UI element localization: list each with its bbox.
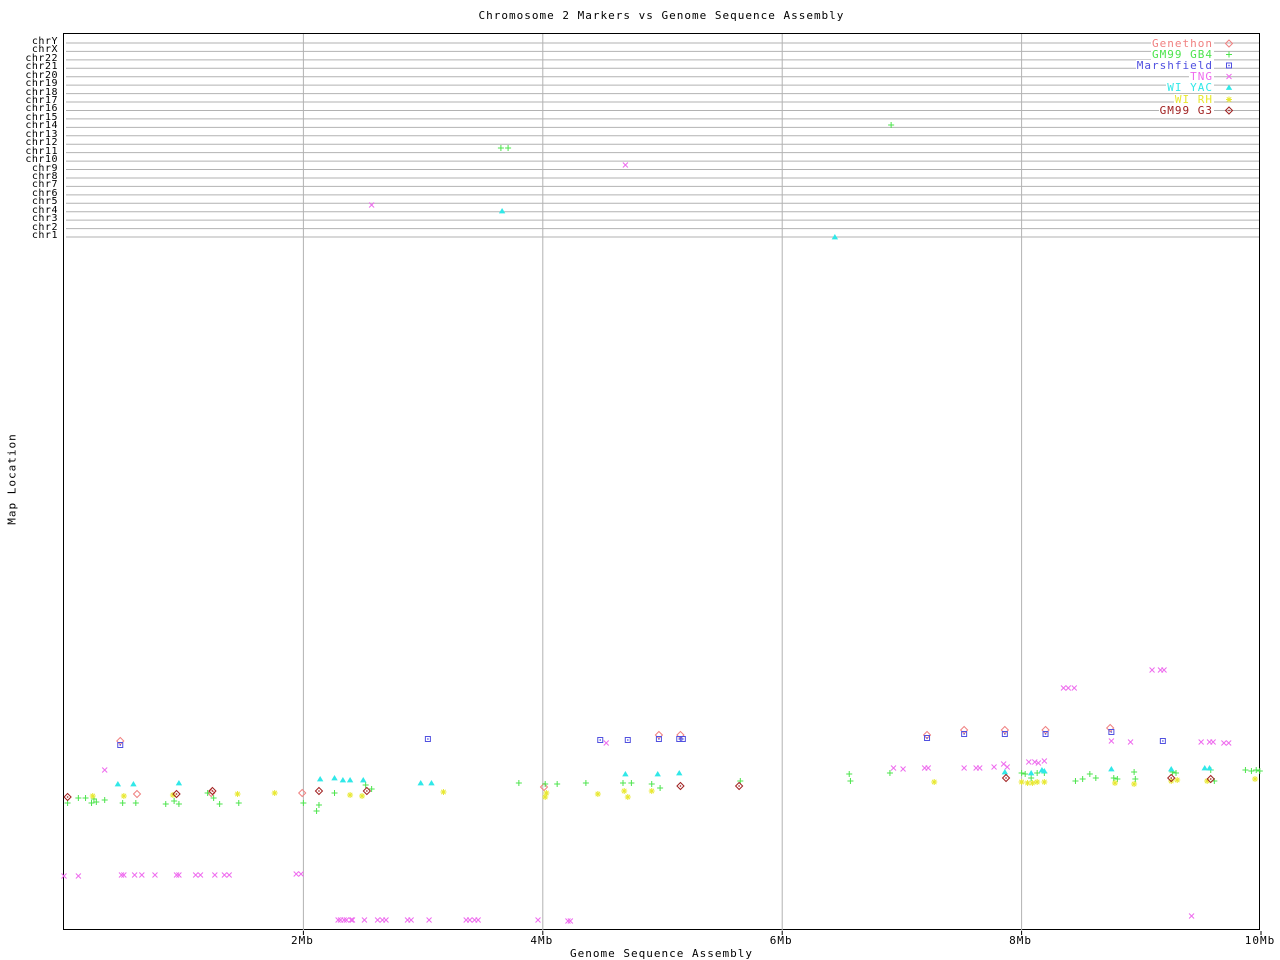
y-tick-chr15: chr15 bbox=[25, 111, 58, 123]
y-tick-chr21: chr21 bbox=[25, 61, 58, 73]
series-gm99-gb4 bbox=[64, 122, 1263, 814]
x-tick-4Mb: 4Mb bbox=[530, 934, 554, 947]
legend-label: GM99 GB4 bbox=[1151, 47, 1214, 61]
plot-area: Genethon GM99 GB4 Marshfield TNG WI YAC WI RH… bbox=[61, 33, 1263, 935]
legend-item-gm99-g3: GM99 G3 bbox=[1158, 103, 1237, 117]
legend-item-wi-yac: WI YAC bbox=[1166, 81, 1237, 95]
y-tick-chr18: chr18 bbox=[25, 86, 58, 98]
legend-marker-diamond-open-icon bbox=[1224, 38, 1234, 48]
y-tick-chr2: chr2 bbox=[31, 221, 58, 233]
y-tick-chr5: chr5 bbox=[31, 196, 58, 208]
y-tick-chr8: chr8 bbox=[31, 170, 58, 182]
y-tick-chr1: chr1 bbox=[31, 230, 58, 241]
plot-points-svg bbox=[61, 34, 1263, 935]
y-tick-chr13: chr13 bbox=[25, 128, 58, 140]
y-tick-chr22: chr22 bbox=[25, 52, 58, 64]
y-tick-chr3: chr3 bbox=[31, 213, 58, 225]
y-tick-chr6: chr6 bbox=[31, 187, 58, 199]
legend-marker-plus-icon bbox=[1226, 51, 1232, 58]
y-tick-chr16: chr16 bbox=[25, 103, 58, 115]
legend-label: Marshfield bbox=[1135, 58, 1214, 72]
x-tick-8Mb: 8Mb bbox=[1009, 934, 1033, 947]
y-tick-chr11: chr11 bbox=[25, 145, 58, 157]
y-tick-chrX: chrX bbox=[31, 44, 58, 56]
legend-label: GM99 G3 bbox=[1158, 103, 1214, 117]
series-genethon bbox=[116, 723, 1115, 799]
legend-item-marshfield: Marshfield bbox=[1135, 58, 1237, 72]
legend-marker-square-dot-icon bbox=[1226, 62, 1232, 69]
legend-marker-cross-icon bbox=[1226, 73, 1232, 80]
chart-title: Chromosome 2 Markers vs Genome Sequence … bbox=[478, 9, 845, 22]
y-tick-chr10: chr10 bbox=[25, 154, 58, 166]
x-tick-6Mb: 6Mb bbox=[769, 934, 793, 947]
x-axis-title: Genome Sequence Assembly bbox=[570, 947, 753, 960]
x-tick-2Mb: 2Mb bbox=[290, 934, 314, 947]
legend-item-wi-rh: WI RH bbox=[1173, 92, 1237, 106]
legend-item-tng: TNG bbox=[1189, 70, 1237, 84]
y-tick-chr9: chr9 bbox=[31, 162, 58, 174]
legend-marker-triangle-icon bbox=[1225, 84, 1233, 91]
legend-label: Genethon bbox=[1151, 36, 1214, 50]
series-wi-yac bbox=[114, 208, 1213, 787]
y-tick-chr12: chr12 bbox=[25, 137, 58, 149]
x-tick-10Mb: 10Mb bbox=[1244, 934, 1276, 947]
series-tng bbox=[61, 162, 1232, 924]
series-wi-rh bbox=[89, 776, 1259, 800]
y-tick-chr19: chr19 bbox=[25, 78, 58, 90]
y-tick-chr17: chr17 bbox=[25, 95, 58, 107]
y-tick-chrY: chrY bbox=[31, 36, 58, 47]
y-tick-chr14: chr14 bbox=[25, 120, 58, 132]
y-tick-chr4: chr4 bbox=[31, 204, 58, 216]
y-axis-title: Map Location bbox=[5, 433, 19, 525]
series-marshfield bbox=[117, 729, 1166, 748]
y-tick-chr20: chr20 bbox=[25, 69, 58, 81]
legend-label: WI RH bbox=[1173, 92, 1214, 106]
legend-marker-diamond-dot-icon bbox=[1224, 105, 1234, 115]
legend-marker-star-icon bbox=[1226, 96, 1232, 102]
legend-label: WI YAC bbox=[1166, 81, 1214, 95]
series-gm99-g3 bbox=[63, 773, 1215, 802]
legend-label: TNG bbox=[1189, 70, 1214, 84]
legend-item-gm99-gb4: GM99 GB4 bbox=[1151, 47, 1237, 61]
y-tick-chr7: chr7 bbox=[31, 179, 58, 191]
legend-item-genethon: Genethon bbox=[1151, 36, 1237, 50]
